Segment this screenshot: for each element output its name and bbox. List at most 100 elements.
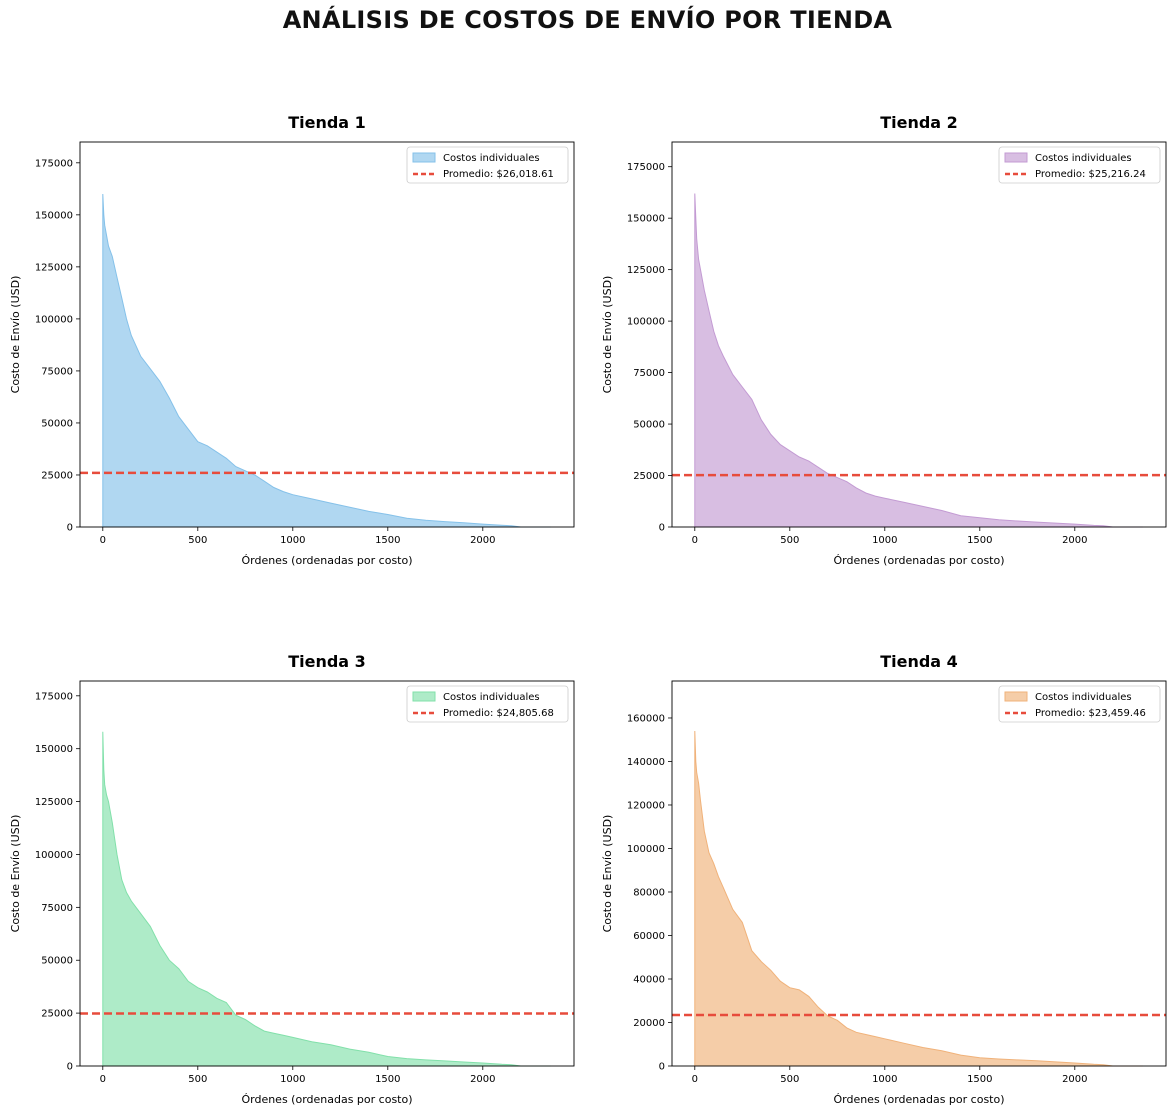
- y-axis-label: Costo de Envío (USD): [9, 276, 22, 394]
- y-tick-label: 175000: [627, 162, 665, 173]
- y-tick-label: 40000: [633, 974, 665, 985]
- legend-box: [406, 685, 569, 723]
- y-tick-label: 175000: [35, 158, 73, 169]
- legend-swatch-area: [412, 691, 436, 702]
- y-tick-label: 50000: [633, 420, 665, 431]
- legend-swatch-area: [1004, 152, 1028, 163]
- x-tick-label: 0: [692, 1074, 698, 1085]
- y-axis-label: Costo de Envío (USD): [601, 276, 614, 394]
- x-tick-label: 2000: [1062, 535, 1087, 546]
- x-tick-label: 500: [188, 535, 207, 546]
- y-tick-label: 100000: [35, 850, 73, 861]
- legend: Costos individuales Promedio: $24,805.68: [406, 685, 569, 723]
- y-tick-label: 50000: [41, 956, 73, 967]
- y-tick-label: 125000: [35, 797, 73, 808]
- x-axis-label: Órdenes (ordenadas por costo): [833, 554, 1004, 567]
- x-tick-label: 2000: [1062, 1074, 1087, 1085]
- y-tick-label: 150000: [627, 214, 665, 225]
- x-tick-label: 1500: [967, 535, 992, 546]
- x-tick-label: 2000: [470, 535, 495, 546]
- legend: Costos individuales Promedio: $23,459.46: [998, 685, 1161, 723]
- y-tick-label: 125000: [35, 262, 73, 273]
- x-tick-label: 1000: [280, 1074, 305, 1085]
- y-tick-label: 75000: [41, 903, 73, 914]
- y-tick-label: 100000: [627, 844, 665, 855]
- x-axis-label: Órdenes (ordenadas por costo): [241, 554, 412, 567]
- x-tick-label: 1500: [375, 1074, 400, 1085]
- y-tick-label: 100000: [35, 314, 73, 325]
- x-tick-label: 1000: [872, 1074, 897, 1085]
- subplot-tienda-3: 0 500 1000 1500 2000 0 25000 50000 75000 100000 12…: [9, 652, 575, 1106]
- y-tick-label: 0: [659, 523, 665, 534]
- legend-box: [406, 146, 569, 184]
- y-tick-label: 20000: [633, 1018, 665, 1029]
- legend-box: [998, 146, 1161, 184]
- x-tick-label: 1000: [872, 535, 897, 546]
- y-tick-label: 60000: [633, 931, 665, 942]
- legend-swatch-area: [412, 152, 436, 163]
- y-tick-label: 0: [659, 1062, 665, 1073]
- legend-label-mean: Promedio: $24,805.68: [443, 708, 554, 719]
- y-tick-label: 150000: [35, 744, 73, 755]
- y-tick-label: 125000: [627, 265, 665, 276]
- x-tick-label: 500: [188, 1074, 207, 1085]
- legend: Costos individuales Promedio: $26,018.61: [406, 146, 569, 184]
- axes-frame: [671, 141, 1167, 528]
- x-tick-label: 0: [100, 1074, 106, 1085]
- x-tick-label: 1000: [280, 535, 305, 546]
- legend-swatch-area: [1004, 691, 1028, 702]
- cost-area: [102, 731, 551, 1067]
- subplot-title: Tienda 4: [880, 652, 958, 671]
- x-axis-label: Órdenes (ordenadas por costo): [833, 1093, 1004, 1106]
- legend-label-area: Costos individuales: [1035, 692, 1132, 703]
- legend-label-area: Costos individuales: [443, 153, 540, 164]
- axes-frame: [79, 141, 575, 528]
- y-tick-label: 75000: [633, 368, 665, 379]
- subplot-title: Tienda 3: [288, 652, 366, 671]
- y-axis-label: Costo de Envío (USD): [601, 815, 614, 933]
- y-tick-label: 160000: [627, 713, 665, 724]
- cost-area: [694, 730, 1143, 1067]
- x-axis-label: Órdenes (ordenadas por costo): [241, 1093, 412, 1106]
- x-tick-label: 1500: [967, 1074, 992, 1085]
- x-tick-label: 500: [780, 1074, 799, 1085]
- subplot-tienda-1: 0 500 1000 1500 2000 0 25000 50000 75000 100000 12…: [9, 113, 575, 567]
- legend-label-mean: Promedio: $26,018.61: [443, 169, 554, 180]
- x-tick-label: 0: [100, 535, 106, 546]
- cost-area: [102, 193, 551, 528]
- y-tick-label: 0: [67, 1062, 73, 1073]
- y-tick-label: 100000: [627, 317, 665, 328]
- legend-box: [998, 685, 1161, 723]
- y-tick-label: 25000: [41, 470, 73, 481]
- figure-title: ANÁLISIS DE COSTOS DE ENVÍO POR TIENDA: [282, 6, 893, 34]
- x-tick-label: 1500: [375, 535, 400, 546]
- legend-label-mean: Promedio: $25,216.24: [1035, 169, 1146, 180]
- subplot-title: Tienda 1: [288, 113, 366, 132]
- y-axis-label: Costo de Envío (USD): [9, 815, 22, 933]
- y-tick-label: 50000: [41, 418, 73, 429]
- y-tick-label: 80000: [633, 887, 665, 898]
- subplot-tienda-2: 0 500 1000 1500 2000 0 25000 50000 75000 100000 12…: [601, 113, 1167, 567]
- y-tick-label: 0: [67, 523, 73, 534]
- y-tick-label: 25000: [41, 1009, 73, 1020]
- legend-label-area: Costos individuales: [1035, 153, 1132, 164]
- legend-label-mean: Promedio: $23,459.46: [1035, 708, 1146, 719]
- y-tick-label: 120000: [627, 800, 665, 811]
- axes-frame: [79, 680, 575, 1067]
- axes-frame: [671, 680, 1167, 1067]
- y-tick-label: 150000: [35, 210, 73, 221]
- cost-area: [694, 193, 1143, 528]
- subplot-tienda-4: 0 500 1000 1500 2000020000400006000080000100…: [601, 652, 1167, 1106]
- legend: Costos individuales Promedio: $25,216.24: [998, 146, 1161, 184]
- y-tick-label: 75000: [41, 366, 73, 377]
- x-tick-label: 2000: [470, 1074, 495, 1085]
- legend-label-area: Costos individuales: [443, 692, 540, 703]
- y-tick-label: 25000: [633, 471, 665, 482]
- y-tick-label: 140000: [627, 757, 665, 768]
- y-tick-label: 175000: [35, 691, 73, 702]
- x-tick-label: 500: [780, 535, 799, 546]
- subplot-title: Tienda 2: [880, 113, 958, 132]
- x-tick-label: 0: [692, 535, 698, 546]
